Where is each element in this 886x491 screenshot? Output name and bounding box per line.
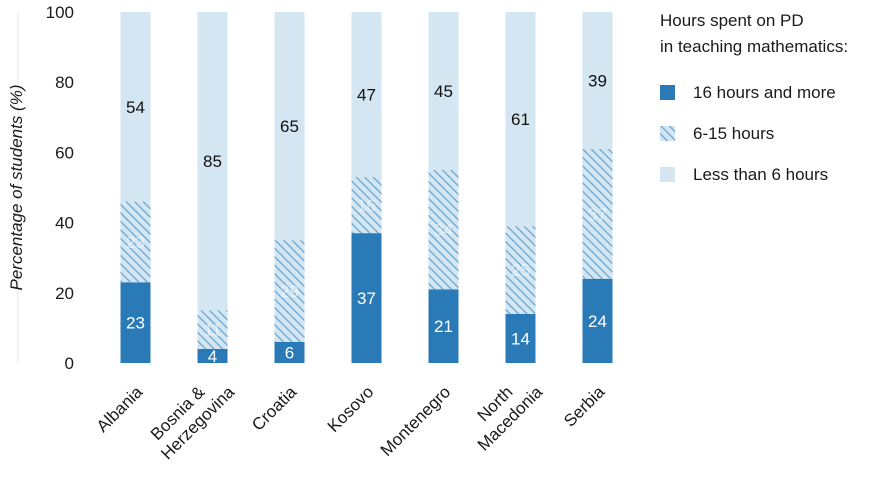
bar-segment [582,278,613,363]
bar-segment [428,289,459,363]
bar-value-label: 47 [357,85,376,104]
bar-segment [274,341,305,363]
bar-value-label: 25 [511,261,530,280]
legend-swatch-hatched-icon [660,126,675,141]
y-tick-label: 100 [46,3,74,22]
bar-segment [428,169,459,290]
x-tick-label-line: Croatia [248,382,301,435]
bar-segment [505,12,536,227]
bar-value-label: 4 [208,347,217,366]
bar-segment [197,348,228,363]
legend-title: Hours spent on PD in teaching mathematic… [660,11,849,56]
bar-segment [120,12,151,202]
legend-swatch-solid-icon [660,85,675,100]
bar-value-label: 23 [126,233,145,252]
bar-segment [351,233,382,363]
bar-segment [582,12,613,149]
x-tick-label-line: Kosovo [324,382,378,436]
bars-group [120,12,613,363]
bar-value-label: 65 [280,117,299,136]
legend-swatch-light-icon [660,167,675,182]
y-tick-label: 60 [55,143,74,162]
bar-value-label: 21 [434,317,453,336]
x-tick-label: Serbia [560,382,609,431]
bar-value-label: 85 [203,152,222,171]
y-tick-label: 20 [55,284,74,303]
bar-segment [351,12,382,177]
legend-item-16-hours: 16 hours and more [660,72,882,113]
x-tick-label: Montenegro [377,382,455,460]
bar-segment [351,176,382,234]
legend-item-6-15-hours: 6-15 hours [660,113,882,154]
bar-segment [197,12,228,311]
bar-value-label: 39 [588,71,607,90]
legend-item-less-than-6-hours: Less than 6 hours [660,154,882,195]
bar-segment [505,226,536,314]
x-tick-label: Kosovo [324,382,378,436]
bar-segment [120,201,151,283]
bar-segment [120,282,151,363]
bar-segment [428,12,459,170]
y-tick-label: 80 [55,73,74,92]
x-tick-label-line: Albania [93,382,147,436]
bar-value-label: 24 [588,312,607,331]
x-tick-label: Albania [93,382,147,436]
bar-value-label: 6 [285,343,294,362]
bar-value-label: 16 [357,196,376,215]
y-axis: 0 20 40 60 80 100 Percentage of students (%) [7,3,74,373]
bar-value-label: 45 [434,82,453,101]
bar-segment [274,240,305,342]
bar-segment [197,310,228,349]
bar-segment [582,148,613,279]
bar-value-label: 23 [126,314,145,333]
x-tick-label-line: Montenegro [377,382,455,460]
bar-segment [505,313,536,363]
bar-value-label: 11 [204,321,222,340]
x-axis: Albania Bosnia &Herzegovina Croatia Kosovo M… [93,367,609,463]
bar-value-label: 37 [357,289,376,308]
bar-value-label: 14 [511,329,530,348]
bar-value-label: 34 [434,221,453,240]
x-tick-label: Croatia [248,382,301,435]
legend-label: Less than 6 hours [693,164,829,184]
y-axis-label: Percentage of students (%) [7,84,26,290]
legend: Hours spent on PD in teaching mathematic… [660,8,882,195]
legend-label: 6-15 hours [693,123,775,143]
y-tick-label: 0 [65,354,74,373]
bar-value-label: 61 [511,110,530,129]
bar-segment [274,12,305,241]
bar-value-label: 29 [280,282,299,301]
y-tick-label: 40 [55,214,74,233]
x-tick-label: NorthMacedonia [459,367,546,454]
x-tick-label-line: Serbia [560,382,609,431]
bar-value-label: 37 [588,205,607,224]
data-labels-group: 23 23 54 4 11 85 6 29 65 37 16 47 21 34 45 14 25 61 24 37 39 [126,71,607,366]
x-tick-label: Bosnia &Herzegovina [142,367,238,463]
legend-label: 16 hours and more [693,82,836,102]
bar-value-label: 54 [126,98,145,117]
